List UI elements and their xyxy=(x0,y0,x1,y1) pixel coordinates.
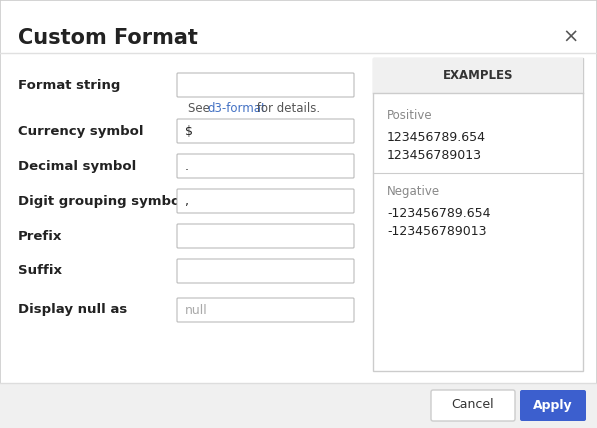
FancyBboxPatch shape xyxy=(177,73,354,97)
Text: Decimal symbol: Decimal symbol xyxy=(18,160,136,172)
Text: See: See xyxy=(188,101,214,115)
Text: Format string: Format string xyxy=(18,78,121,92)
Text: -123456789013: -123456789013 xyxy=(387,225,487,238)
FancyBboxPatch shape xyxy=(177,259,354,283)
Text: Positive: Positive xyxy=(387,109,433,122)
Text: 123456789013: 123456789013 xyxy=(387,149,482,161)
Text: d3-format: d3-format xyxy=(207,101,266,115)
Text: -123456789.654: -123456789.654 xyxy=(387,206,491,220)
Bar xyxy=(0,383,597,428)
FancyBboxPatch shape xyxy=(177,298,354,322)
FancyBboxPatch shape xyxy=(431,390,515,421)
Bar xyxy=(373,58,583,93)
Text: Negative: Negative xyxy=(387,184,440,197)
Text: for details.: for details. xyxy=(253,101,320,115)
Text: Custom Format: Custom Format xyxy=(18,28,198,48)
Text: .: . xyxy=(185,160,189,172)
Text: ×: × xyxy=(562,28,579,47)
Text: Cancel: Cancel xyxy=(452,398,494,411)
Text: Currency symbol: Currency symbol xyxy=(18,125,143,137)
Text: Prefix: Prefix xyxy=(18,229,62,243)
FancyBboxPatch shape xyxy=(520,390,586,421)
FancyBboxPatch shape xyxy=(177,119,354,143)
FancyBboxPatch shape xyxy=(177,224,354,248)
Text: Suffix: Suffix xyxy=(18,265,62,277)
Bar xyxy=(373,58,583,371)
Text: Display null as: Display null as xyxy=(18,303,127,316)
Text: ,: , xyxy=(185,194,189,208)
FancyBboxPatch shape xyxy=(177,189,354,213)
Text: null: null xyxy=(185,303,208,316)
Text: Digit grouping symbol: Digit grouping symbol xyxy=(18,194,185,208)
Text: $: $ xyxy=(185,125,193,137)
FancyBboxPatch shape xyxy=(177,154,354,178)
Text: EXAMPLES: EXAMPLES xyxy=(443,69,513,82)
Text: 123456789.654: 123456789.654 xyxy=(387,131,486,143)
Text: Apply: Apply xyxy=(533,398,573,411)
